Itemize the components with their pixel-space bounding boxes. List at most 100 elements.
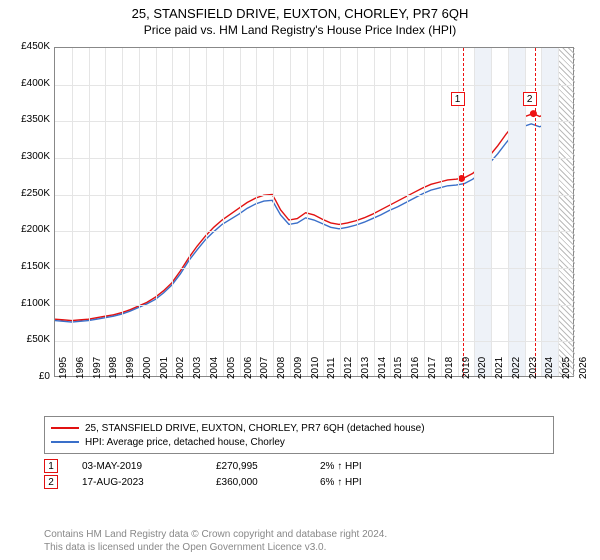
- xtick-label: 1996: [75, 349, 86, 379]
- gridline-v: [541, 48, 542, 376]
- gridline-v: [273, 48, 274, 376]
- gridline-v: [256, 48, 257, 376]
- gridline-v: [172, 48, 173, 376]
- gridline-v: [390, 48, 391, 376]
- gridline-v: [223, 48, 224, 376]
- footer-line1: Contains HM Land Registry data © Crown c…: [44, 528, 387, 541]
- gridline-h: [55, 305, 573, 306]
- chart-title: 25, STANSFIELD DRIVE, EUXTON, CHORLEY, P…: [0, 0, 600, 21]
- legend-label: 25, STANSFIELD DRIVE, EUXTON, CHORLEY, P…: [85, 423, 425, 434]
- event-label-box: 1: [451, 92, 465, 106]
- sale-delta: 2% ↑ HPI: [320, 461, 362, 472]
- xtick-label: 2026: [578, 349, 589, 379]
- xtick-label: 2013: [360, 349, 371, 379]
- gridline-v: [189, 48, 190, 376]
- xtick-label: 2005: [226, 349, 237, 379]
- gridline-v: [374, 48, 375, 376]
- sale-price: £270,995: [216, 461, 296, 472]
- xtick-label: 2024: [544, 349, 555, 379]
- sale-row: 1 03-MAY-2019 £270,995 2% ↑ HPI: [44, 458, 564, 474]
- legend-swatch: [51, 441, 79, 443]
- gridline-h: [55, 195, 573, 196]
- gridline-v: [407, 48, 408, 376]
- gridline-v: [340, 48, 341, 376]
- gridline-v: [156, 48, 157, 376]
- gridline-v: [240, 48, 241, 376]
- gridline-v: [357, 48, 358, 376]
- xtick-label: 2011: [326, 349, 337, 379]
- hatched-band: [558, 48, 575, 376]
- xtick-label: 2002: [175, 349, 186, 379]
- xtick-label: 2001: [159, 349, 170, 379]
- xtick-label: 1999: [125, 349, 136, 379]
- xtick-label: 2020: [477, 349, 488, 379]
- sale-delta: 6% ↑ HPI: [320, 477, 362, 488]
- gridline-v: [558, 48, 559, 376]
- ytick-label: £450K: [6, 41, 50, 52]
- sale-row: 2 17-AUG-2023 £360,000 6% ↑ HPI: [44, 474, 564, 490]
- xtick-label: 2012: [343, 349, 354, 379]
- xtick-label: 2007: [259, 349, 270, 379]
- xtick-label: 2010: [310, 349, 321, 379]
- gridline-v: [491, 48, 492, 376]
- shaded-band: [541, 48, 558, 376]
- gridline-v: [424, 48, 425, 376]
- xtick-label: 2003: [192, 349, 203, 379]
- gridline-v: [72, 48, 73, 376]
- ytick-label: £300K: [6, 151, 50, 162]
- legend: 25, STANSFIELD DRIVE, EUXTON, CHORLEY, P…: [44, 416, 554, 454]
- sales-table: 1 03-MAY-2019 £270,995 2% ↑ HPI 2 17-AUG-2023…: [44, 458, 564, 494]
- ytick-label: £350K: [6, 114, 50, 125]
- gridline-v: [307, 48, 308, 376]
- sale-index-box: 1: [44, 459, 58, 473]
- xtick-label: 1997: [92, 349, 103, 379]
- ytick-label: £250K: [6, 188, 50, 199]
- xtick-label: 2022: [511, 349, 522, 379]
- gridline-v: [206, 48, 207, 376]
- gridline-h: [55, 158, 573, 159]
- ytick-label: £0: [6, 371, 50, 382]
- footer-line2: This data is licensed under the Open Gov…: [44, 541, 387, 554]
- xtick-label: 2009: [293, 349, 304, 379]
- legend-row: 25, STANSFIELD DRIVE, EUXTON, CHORLEY, P…: [51, 421, 547, 435]
- xtick-label: 2006: [243, 349, 254, 379]
- line-series-svg: [55, 48, 573, 376]
- sale-date: 03-MAY-2019: [82, 461, 192, 472]
- ytick-label: £200K: [6, 224, 50, 235]
- xtick-label: 2019: [461, 349, 472, 379]
- xtick-label: 2015: [393, 349, 404, 379]
- plot-region: 12: [54, 47, 574, 377]
- gridline-v: [105, 48, 106, 376]
- attribution-footer: Contains HM Land Registry data © Crown c…: [44, 528, 387, 554]
- gridline-v: [290, 48, 291, 376]
- gridline-v: [441, 48, 442, 376]
- gridline-v: [139, 48, 140, 376]
- ytick-label: £400K: [6, 78, 50, 89]
- gridline-v: [89, 48, 90, 376]
- gridline-h: [55, 121, 573, 122]
- sale-date: 17-AUG-2023: [82, 477, 192, 488]
- chart-subtitle: Price paid vs. HM Land Registry's House …: [0, 21, 600, 41]
- sale-index-box: 2: [44, 475, 58, 489]
- xtick-label: 2018: [444, 349, 455, 379]
- gridline-v: [323, 48, 324, 376]
- gridline-h: [55, 85, 573, 86]
- legend-label: HPI: Average price, detached house, Chor…: [85, 437, 285, 448]
- gridline-h: [55, 231, 573, 232]
- legend-row: HPI: Average price, detached house, Chor…: [51, 435, 547, 449]
- ytick-label: £50K: [6, 334, 50, 345]
- xtick-label: 1998: [108, 349, 119, 379]
- legend-swatch: [51, 427, 79, 429]
- xtick-label: 2016: [410, 349, 421, 379]
- gridline-v: [474, 48, 475, 376]
- xtick-label: 2025: [561, 349, 572, 379]
- xtick-label: 2021: [494, 349, 505, 379]
- xtick-label: 2000: [142, 349, 153, 379]
- gridline-h: [55, 268, 573, 269]
- shaded-band: [474, 48, 491, 376]
- xtick-label: 1995: [58, 349, 69, 379]
- gridline-v: [508, 48, 509, 376]
- chart-area: 12 £0£50K£100K£150K£200K£250K£300K£350K£…: [8, 41, 586, 411]
- sale-price: £360,000: [216, 477, 296, 488]
- xtick-label: 2014: [377, 349, 388, 379]
